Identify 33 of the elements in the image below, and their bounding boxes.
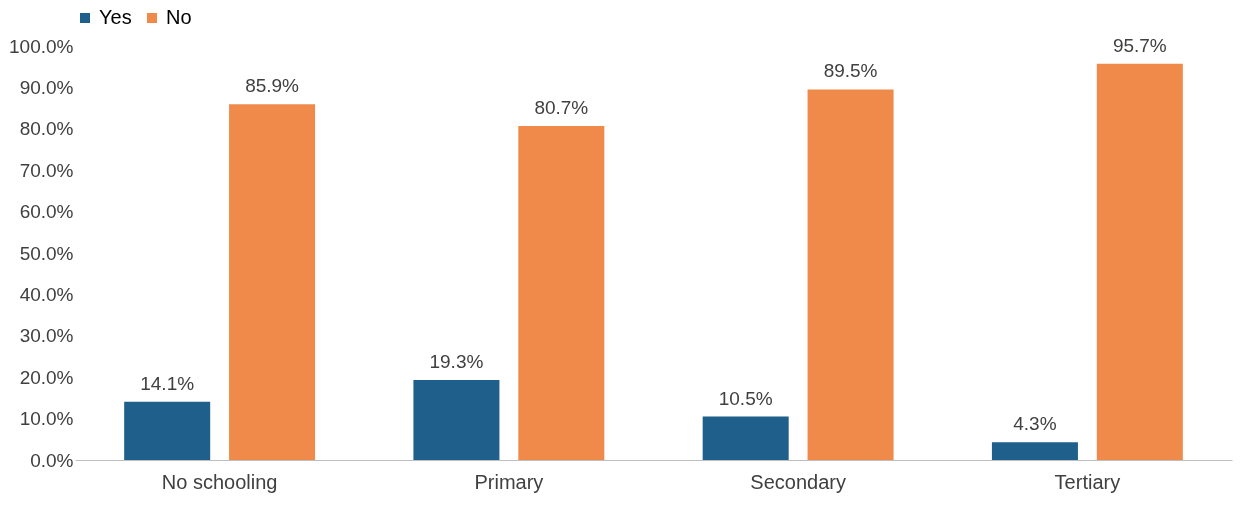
bar <box>991 442 1078 460</box>
y-tick-label: 60.0% <box>19 201 74 223</box>
y-tick-label: 0.0% <box>30 449 74 471</box>
legend-label: Yes <box>99 6 132 28</box>
data-label: 95.7% <box>1112 34 1167 56</box>
y-tick-label: 30.0% <box>19 325 74 347</box>
y-tick-label: 50.0% <box>19 242 74 264</box>
y-tick-label: 20.0% <box>19 366 74 388</box>
data-label: 80.7% <box>534 96 589 118</box>
x-tick-label: No schooling <box>161 470 278 493</box>
bar <box>702 416 789 460</box>
y-tick-label: 70.0% <box>19 159 74 181</box>
y-tick-label: 10.0% <box>19 408 74 430</box>
legend-label: No <box>166 6 192 28</box>
x-tick-label: Tertiary <box>1054 470 1121 493</box>
bar <box>124 401 211 460</box>
y-tick-label: 80.0% <box>19 118 74 140</box>
bar <box>413 380 500 460</box>
y-tick-label: 40.0% <box>19 283 74 305</box>
x-tick-label: Primary <box>474 470 544 493</box>
data-label: 4.3% <box>1013 413 1057 435</box>
data-label: 85.9% <box>245 75 300 97</box>
y-tick-label: 100.0% <box>9 35 74 57</box>
data-label: 14.1% <box>140 372 195 394</box>
bar <box>807 89 894 460</box>
y-tick-label: 90.0% <box>19 76 74 98</box>
x-tick-label: Secondary <box>750 470 846 493</box>
bar <box>229 104 316 460</box>
bar <box>518 125 605 460</box>
bar <box>1096 63 1183 460</box>
data-label: 19.3% <box>429 351 484 373</box>
data-label: 89.5% <box>823 60 878 82</box>
data-label: 10.5% <box>718 387 773 409</box>
